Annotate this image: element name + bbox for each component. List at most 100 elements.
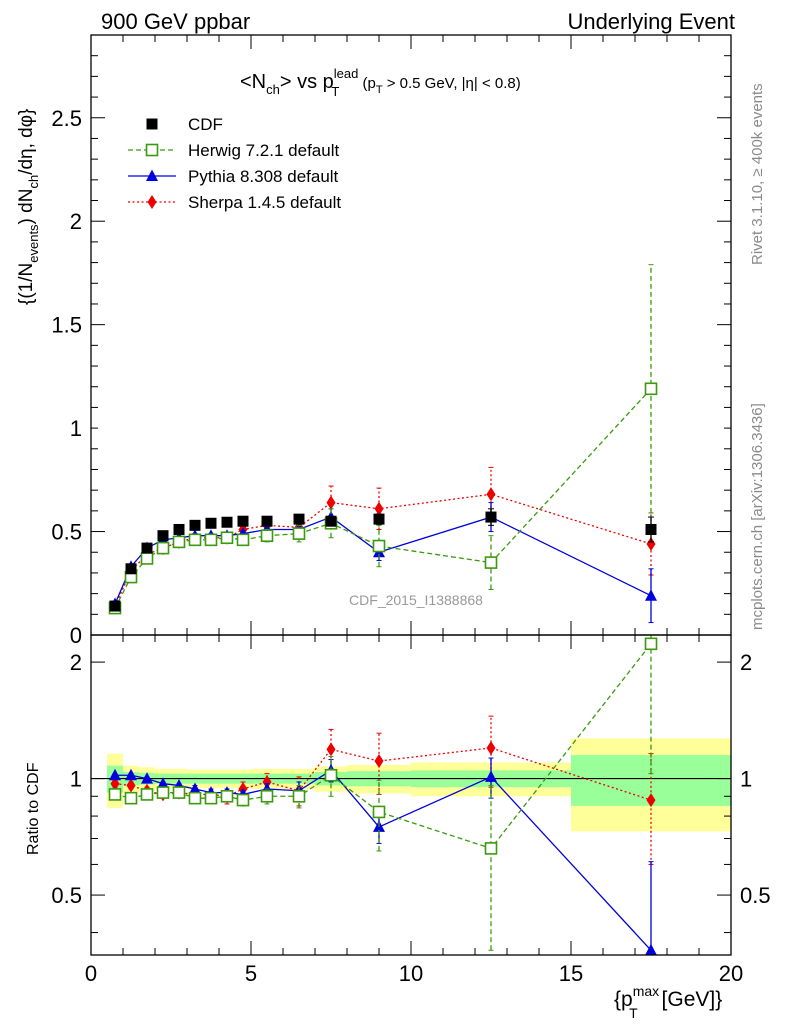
sherpa-marker [147,195,157,209]
sherpa-marker [486,740,496,755]
herwig-marker [484,842,498,855]
herwig-marker [324,768,338,782]
x-tick-label: 5 [245,961,257,986]
herwig-marker [172,786,186,799]
pythia-marker [141,772,153,784]
cdf-marker [205,517,217,529]
ratio-panel: 0 5 10 15 20 0.5 0.5 1 1 2 2 [51,634,771,986]
herwig-series [108,635,658,951]
cdf-marker [157,530,169,542]
y-tick-label: 1 [70,416,82,441]
pythia-marker [146,169,158,181]
title-tail-1: (p [358,75,376,92]
cdf-marker [645,523,657,535]
ylabel-c: ) dN [16,189,37,225]
main-ylabel: {(1/Nevents) dNch/dη, dφ} [16,109,41,305]
herwig-marker [484,556,498,569]
cdf-marker [373,513,385,525]
herwig-marker [236,793,250,807]
legend-label-pythia: Pythia 8.308 default [188,167,339,186]
main-panel: 0 0.5 1 1.5 2 2.5 [51,34,732,955]
y-tick-label: 2 [70,209,82,234]
title-mid: > vs p [280,71,334,93]
herwig-marker [108,788,122,801]
sherpa-marker [326,495,336,510]
y-tick-label: 0 [70,623,82,648]
cdf-marker [325,515,337,527]
title-sub-t: T [331,84,339,99]
pythia-marker [125,768,137,781]
herwig-marker [188,791,202,805]
herwig-series [108,264,658,615]
cdf-marker [237,515,249,527]
mcplots-label: mcplots.cern.ch [arXiv:1306.3436] [749,403,766,630]
legend-label-herwig: Herwig 7.2.1 default [188,141,339,160]
cdf-marker [109,600,121,612]
herwig-marker [140,788,154,801]
herwig-line [114,388,652,609]
rivet-label: Rivet 3.1.10, ≥ 400k events [749,83,766,265]
header-right: Underlying Event [567,9,735,34]
sherpa-marker [374,501,384,516]
cdf-marker [125,563,137,575]
x-tick-label: 0 [85,961,97,986]
ratio-ylabel: Ratio to CDF [25,762,42,855]
header-left: 900 GeV ppbar [101,9,250,34]
pythia-marker [645,943,657,955]
herwig-marker [188,533,202,547]
title-sub-ch: ch [266,82,280,97]
legend-label-sherpa: Sherpa 1.4.5 default [188,193,341,212]
ratio-frame [90,634,732,956]
x-tick-label: 20 [719,961,743,986]
herwig-marker [260,529,274,542]
ylabel-d: ch [26,175,41,189]
sherpa-marker [374,754,384,769]
herwig-marker [372,539,386,553]
cdf-marker [146,118,158,130]
ratio-y-tick-label-right: 2 [740,650,752,675]
pythia-marker [157,777,169,789]
herwig-marker [156,786,170,799]
herwig-marker [124,791,138,805]
cdf-marker [485,511,497,523]
herwig-marker [372,805,386,819]
x-tick-label: 10 [399,961,423,986]
ratio-y-tick-label: 0.5 [51,883,82,908]
sherpa-marker [126,778,136,793]
ratio-y-tick-label: 2 [70,650,82,675]
analysis-watermark: CDF_2015_I1388868 [349,592,483,608]
cdf-marker [293,513,305,525]
x-tick-label: 15 [559,961,583,986]
y-tick-label: 0.5 [51,520,82,545]
y-tick-label: 2.5 [51,106,82,131]
herwig-marker [140,552,154,565]
herwig-marker [204,791,218,805]
y-tick-label: 1.5 [51,313,82,338]
herwig-marker [644,637,658,651]
ylabel-e: /dη, dφ} [16,109,37,175]
pythia-marker [109,768,121,781]
sherpa-marker [646,793,656,808]
pythia-marker [485,770,497,782]
herwig-marker [292,527,306,540]
herwig-marker [156,541,170,555]
main-frame [90,34,732,636]
herwig-marker [220,531,234,545]
cdf-marker [173,523,185,535]
ratio-y-tick-label-right: 0.5 [740,883,771,908]
ylabel-a: {(1/N [16,263,37,305]
ylabel-b: events [26,224,41,263]
sherpa-marker [486,487,496,502]
sherpa-marker [646,536,656,551]
pythia-marker [189,782,201,794]
xlabel-sup: max [633,983,659,999]
title-sub-t2: T [376,84,383,96]
herwig-marker [172,535,186,549]
ratio-y-tick-label-right: 1 [740,767,752,792]
cdf-series [109,508,657,612]
cdf-marker [261,515,273,527]
ratio-y-tick-label: 1 [70,767,82,792]
herwig-marker [236,533,250,547]
herwig-marker [644,382,658,396]
